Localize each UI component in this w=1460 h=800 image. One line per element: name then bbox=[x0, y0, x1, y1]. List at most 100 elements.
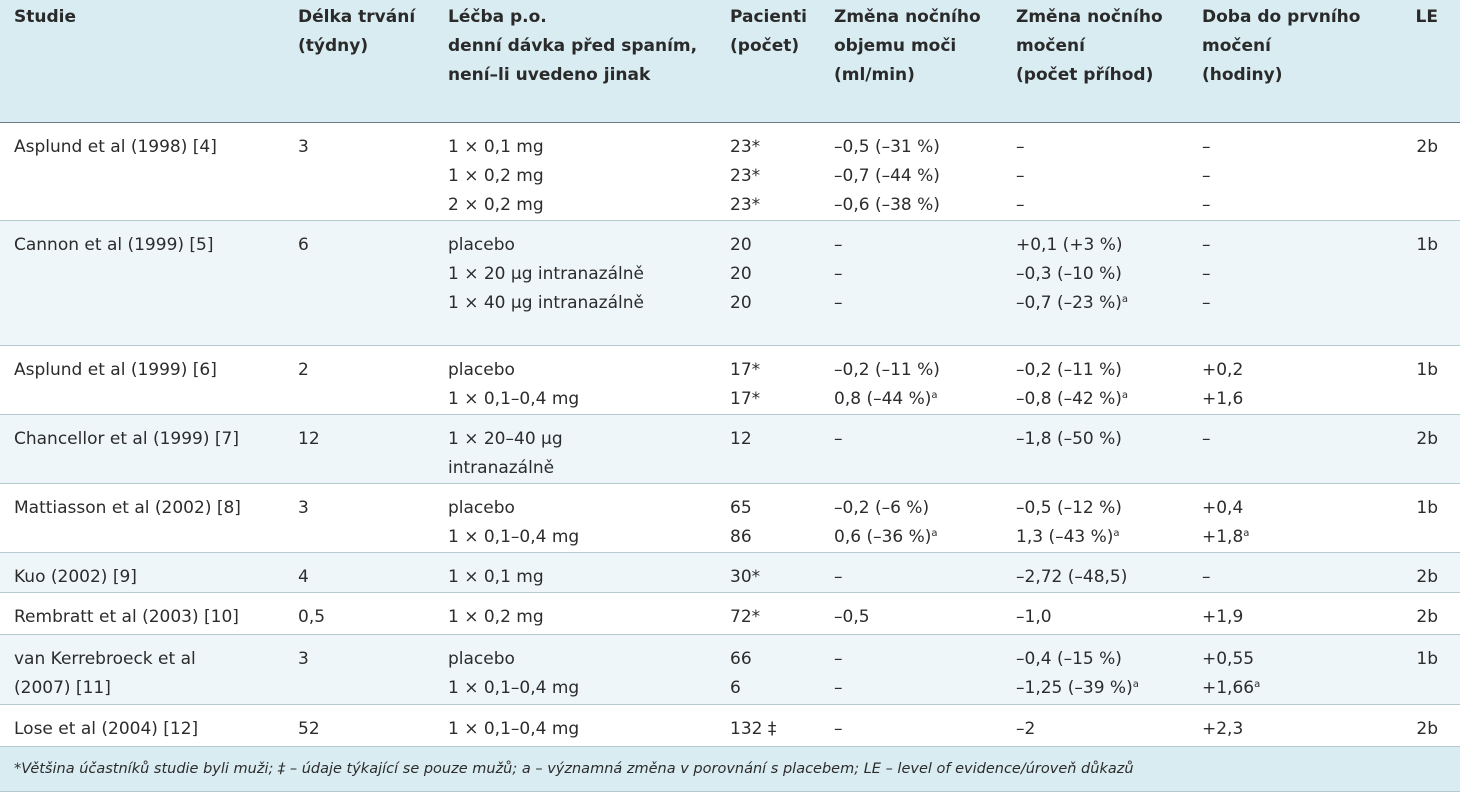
significance-marker: a bbox=[1121, 389, 1129, 401]
cell-line: (počet příhod) bbox=[1016, 63, 1188, 92]
cell-text: (počet příhod) bbox=[1016, 65, 1154, 85]
cell-text: –1,25 (–39 %) bbox=[1016, 677, 1133, 698]
cell-lecba: 1 × 20–40 µg intranazálně bbox=[434, 414, 716, 484]
cell-line: –0,8 (–42 %)a bbox=[1016, 385, 1188, 414]
cell-text: – bbox=[1202, 165, 1211, 186]
significance-marker: a bbox=[1132, 678, 1139, 690]
cell-text: +2,3 bbox=[1202, 718, 1244, 739]
cell-text: placebo bbox=[448, 359, 515, 380]
cell-line: 66 bbox=[730, 645, 820, 674]
cell-line: 1 × 20–40 µg bbox=[448, 425, 716, 454]
cell-line: – bbox=[1202, 563, 1380, 592]
cell-line: –1,0 bbox=[1016, 603, 1188, 632]
cell-line: +0,1 (+3 %) bbox=[1016, 231, 1188, 260]
cell-line: +1,9 bbox=[1202, 603, 1380, 632]
cell-line: Změna nočního bbox=[834, 5, 1002, 34]
cell-text: 1 × 0,1–0,4 mg bbox=[448, 388, 580, 409]
cell-moceni: –0,4 (–15 %) –1,25 (–39 %)a bbox=[1002, 634, 1188, 705]
cell-doba: – bbox=[1188, 552, 1380, 593]
cell-line: – bbox=[834, 645, 1002, 674]
cell-text: 2b bbox=[1416, 566, 1438, 587]
table-row: Rembratt et al (2003) [10] 0,5 1 × 0,2 mg 7… bbox=[0, 592, 1460, 635]
cell-text: 72* bbox=[730, 606, 761, 627]
cell-text: –0,7 (–23 %) bbox=[1016, 292, 1122, 313]
cell-text: není–li uvedeno jinak bbox=[448, 65, 651, 85]
cell-text: 17* bbox=[730, 359, 761, 380]
cell-line: 1 × 0,1–0,4 mg bbox=[448, 674, 716, 703]
cell-text: Doba do prvního bbox=[1202, 7, 1361, 27]
cell-line: intranazálně bbox=[448, 454, 716, 483]
header-row: Studie Délka trvání (týdny) Léčba p.o. den… bbox=[0, 0, 1460, 123]
cell-delka: 12 bbox=[284, 414, 434, 484]
header-pacienti: Pacienti (počet) bbox=[716, 0, 820, 123]
cell-line: 1,3 (–43 %)a bbox=[1016, 523, 1188, 552]
cell-text: 1 × 20–40 µg bbox=[448, 428, 563, 449]
cell-pacienti: 132 ‡ bbox=[716, 704, 820, 747]
cell-line: (týdny) bbox=[298, 34, 434, 63]
cell-text: Chancellor et al (1999) [7] bbox=[14, 428, 239, 449]
cell-line: Doba do prvního bbox=[1202, 5, 1380, 34]
cell-line: 1b bbox=[1380, 645, 1438, 674]
cell-line: – bbox=[1016, 162, 1188, 191]
cell-line: –0,4 (–15 %) bbox=[1016, 645, 1188, 674]
cell-text: +1,6 bbox=[1202, 388, 1244, 409]
cell-delka: 2 bbox=[284, 345, 434, 415]
cell-moceni: +0,1 (+3 %) –0,3 (–10 %) –0,7 (–23 %)a bbox=[1002, 220, 1188, 346]
cell-line: Léčba p.o. bbox=[448, 5, 716, 34]
cell-text: –1,8 (–50 %) bbox=[1016, 428, 1122, 449]
cell-text: 2 × 0,2 mg bbox=[448, 194, 544, 215]
cell-text: 0,6 (–36 %) bbox=[834, 526, 932, 547]
cell-le: 2b bbox=[1380, 414, 1460, 484]
cell-delka: 4 bbox=[284, 552, 434, 593]
table-row: Kuo (2002) [9] 4 1 × 0,1 mg 30* – –2,72 (–48,… bbox=[0, 552, 1460, 593]
cell-line: –0,5 (–12 %) bbox=[1016, 494, 1188, 523]
cell-text: –2 bbox=[1016, 718, 1036, 739]
cell-text: 65 bbox=[730, 497, 752, 518]
cell-moceni: –0,5 (–12 %) 1,3 (–43 %)a bbox=[1002, 483, 1188, 553]
cell-line: – bbox=[834, 260, 1002, 289]
cell-line: Rembratt et al (2003) [10] bbox=[14, 603, 284, 632]
cell-line: 20 bbox=[730, 231, 820, 260]
cell-text: 1 × 0,1 mg bbox=[448, 566, 544, 587]
cell-pacienti: 65 86 bbox=[716, 483, 820, 553]
cell-text: 1 × 0,1–0,4 mg bbox=[448, 526, 580, 547]
cell-line: 3 bbox=[298, 133, 434, 162]
cell-text: –0,3 (–10 %) bbox=[1016, 263, 1122, 284]
cell-text: Změna nočního bbox=[834, 7, 981, 27]
cell-line: 30* bbox=[730, 563, 820, 592]
cell-line: –0,2 (–11 %) bbox=[1016, 356, 1188, 385]
cell-line: Chancellor et al (1999) [7] bbox=[14, 425, 284, 454]
cell-studie: Rembratt et al (2003) [10] bbox=[0, 592, 284, 635]
cell-le: 2b bbox=[1380, 704, 1460, 747]
cell-text: 1 × 0,1 mg bbox=[448, 136, 544, 157]
cell-line: placebo bbox=[448, 645, 716, 674]
cell-text: +1,9 bbox=[1202, 606, 1244, 627]
cell-line: –1,25 (–39 %)a bbox=[1016, 674, 1188, 703]
cell-text: močení bbox=[1016, 36, 1085, 56]
cell-objem: – bbox=[820, 414, 1002, 484]
cell-line: 1 × 0,1–0,4 mg bbox=[448, 715, 716, 744]
cell-line: – bbox=[1202, 133, 1380, 162]
cell-text: 17* bbox=[730, 388, 761, 409]
table-row: Asplund et al (1999) [6] 2 placebo 1 × 0,1–… bbox=[0, 345, 1460, 415]
cell-text: – bbox=[1202, 263, 1211, 284]
significance-marker: a bbox=[1254, 678, 1261, 690]
cell-text: +1,8 bbox=[1202, 526, 1244, 547]
cell-line: 23* bbox=[730, 133, 820, 162]
cell-moceni: –2 bbox=[1002, 704, 1188, 747]
cell-line: 52 bbox=[298, 715, 434, 744]
cell-line: –2,72 (–48,5) bbox=[1016, 563, 1188, 592]
cell-text: – bbox=[1202, 136, 1211, 157]
cell-moceni: –2,72 (–48,5) bbox=[1002, 552, 1188, 593]
cell-text: –0,8 (–42 %) bbox=[1016, 388, 1122, 409]
cell-line: –0,7 (–44 %) bbox=[834, 162, 1002, 191]
cell-lecba: 1 × 0,1 mg 1 × 0,2 mg 2 × 0,2 mg bbox=[434, 122, 716, 221]
cell-pacienti: 23* 23* 23* bbox=[716, 122, 820, 221]
cell-delka: 52 bbox=[284, 704, 434, 747]
cell-objem: –0,2 (–6 %) 0,6 (–36 %)a bbox=[820, 483, 1002, 553]
significance-marker: a bbox=[1243, 527, 1250, 539]
cell-line: placebo bbox=[448, 231, 716, 260]
cell-line: (hodiny) bbox=[1202, 63, 1380, 92]
cell-text: (ml/min) bbox=[834, 65, 915, 85]
